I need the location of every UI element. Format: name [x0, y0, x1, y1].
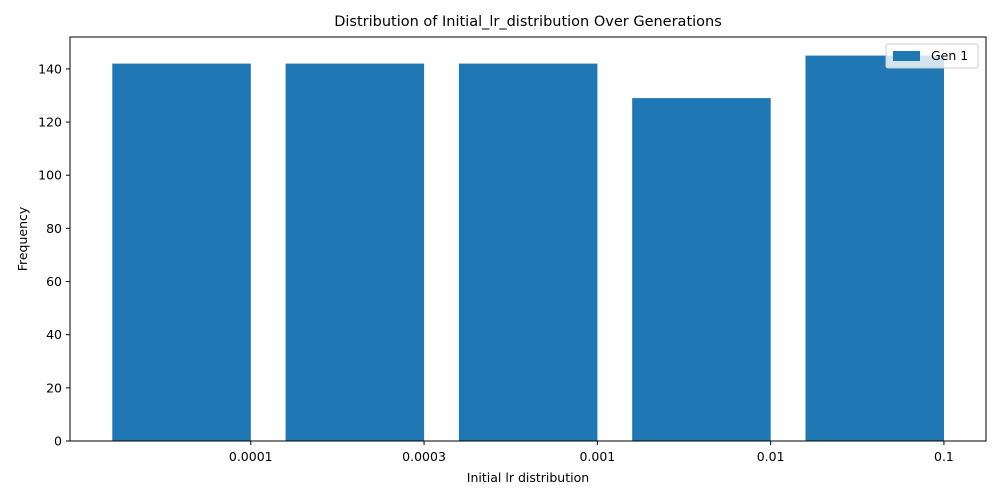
x-tick-label-1: 0.0003 [402, 449, 446, 464]
bar-2 [458, 63, 598, 441]
y-axis: 0 20 40 60 80 100 120 140 [38, 61, 70, 449]
x-tick-label-4: 0.1 [934, 449, 954, 464]
legend: Gen 1 [885, 43, 979, 69]
y-tick-label-6: 120 [38, 115, 62, 130]
legend-box [885, 43, 979, 69]
x-tick-label-3: 0.01 [757, 449, 785, 464]
legend-entry: Gen 1 [931, 48, 968, 63]
legend-swatch [893, 51, 920, 61]
y-tick-label-5: 100 [38, 168, 62, 183]
y-tick-label-2: 40 [46, 327, 62, 342]
y-tick-label-4: 80 [46, 221, 62, 236]
bars-group [112, 55, 944, 441]
x-axis-label: Initial lr distribution [467, 470, 589, 485]
plot-frame [69, 36, 987, 442]
y-axis-label: Frequency [15, 206, 30, 271]
bar-3 [632, 98, 771, 441]
x-tick-label-2: 0.001 [579, 449, 615, 464]
bar-4 [805, 55, 944, 441]
bar-1 [285, 63, 425, 441]
bar-0 [112, 63, 251, 441]
y-tick-label-7: 140 [38, 61, 62, 76]
y-tick-label-3: 60 [46, 274, 62, 289]
y-tick-label-1: 20 [46, 380, 62, 395]
y-tick-label-0: 0 [54, 434, 62, 449]
chart-title: Distribution of Initial_lr_distribution … [334, 14, 722, 30]
x-tick-label-0: 0.0001 [229, 449, 273, 464]
x-axis: 0.0001 0.0003 0.001 0.01 0.1 [229, 441, 954, 464]
